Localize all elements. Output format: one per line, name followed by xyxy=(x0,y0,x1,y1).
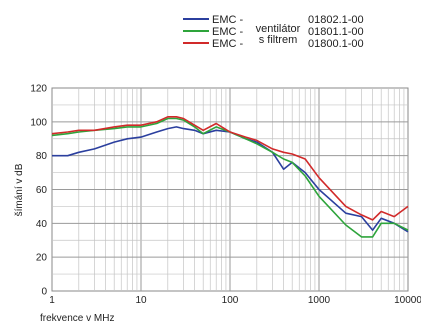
legend-series-name: EMC - xyxy=(212,14,244,26)
legend-series-name: EMC - xyxy=(212,38,244,50)
legend-shared-label: ventilátor xyxy=(256,23,301,35)
series-lines xyxy=(51,116,409,238)
y-tick-label: 0 xyxy=(41,287,47,298)
y-tick-label: 20 xyxy=(36,253,48,264)
tick-labels: 1 10 100 1000 10000 0 20 40 60 80 100 120 xyxy=(30,84,421,307)
y-tick-label: 120 xyxy=(30,84,47,95)
x-tick-label: 1000 xyxy=(308,295,331,306)
legend-series-name: EMC - xyxy=(212,26,244,38)
legend-series-code: 01800.1-00 xyxy=(308,38,364,50)
grid xyxy=(52,88,408,291)
legend-series-code: 01801.1-00 xyxy=(308,26,364,38)
legend: EMC - 01802.1-00 EMC - 01801.1-00 EMC - 01800… xyxy=(183,14,364,50)
series-line-01801.1-00 xyxy=(51,117,409,238)
legend-series-code: 01802.1-00 xyxy=(308,14,364,26)
y-tick-label: 100 xyxy=(30,117,47,128)
x-tick-label: 1 xyxy=(49,295,55,306)
y-tick-label: 60 xyxy=(36,185,48,196)
y-tick-label: 80 xyxy=(36,151,48,162)
x-tick-label: 10000 xyxy=(394,295,421,306)
y-axis-title: šímání v dB xyxy=(14,163,25,216)
series-line-01802.1-00 xyxy=(52,126,409,233)
x-axis-title: frekvence v MHz xyxy=(40,313,114,324)
y-tick-label: 40 xyxy=(36,219,48,230)
x-tick-label: 10 xyxy=(135,295,147,306)
legend-shared-label: s filtrem xyxy=(259,34,298,46)
x-tick-label: 100 xyxy=(222,295,239,306)
series-line-01800.1-00 xyxy=(51,116,409,221)
